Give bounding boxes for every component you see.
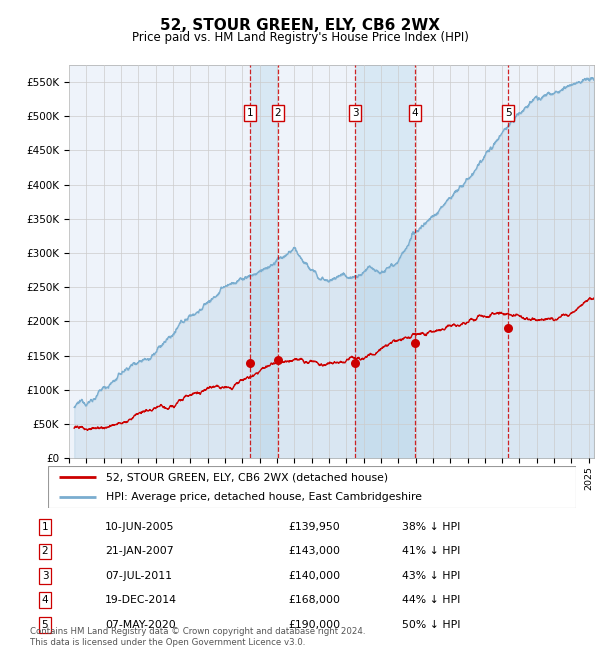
Text: £139,950: £139,950 (288, 522, 340, 532)
Text: 21-JAN-2007: 21-JAN-2007 (105, 547, 173, 556)
Text: £140,000: £140,000 (288, 571, 340, 581)
Text: 5: 5 (505, 108, 512, 118)
Text: 44% ↓ HPI: 44% ↓ HPI (402, 595, 460, 605)
Text: 07-MAY-2020: 07-MAY-2020 (105, 620, 176, 630)
Text: 3: 3 (41, 571, 49, 581)
Text: £168,000: £168,000 (288, 595, 340, 605)
Text: 1: 1 (41, 522, 49, 532)
Text: 41% ↓ HPI: 41% ↓ HPI (402, 547, 460, 556)
Text: £190,000: £190,000 (288, 620, 340, 630)
Text: Price paid vs. HM Land Registry's House Price Index (HPI): Price paid vs. HM Land Registry's House … (131, 31, 469, 44)
Text: 5: 5 (41, 620, 49, 630)
Text: 38% ↓ HPI: 38% ↓ HPI (402, 522, 460, 532)
Text: 2: 2 (41, 547, 49, 556)
Bar (250, 65, 278, 458)
Text: 52, STOUR GREEN, ELY, CB6 2WX (detached house): 52, STOUR GREEN, ELY, CB6 2WX (detached … (106, 473, 388, 482)
Text: 2: 2 (275, 108, 281, 118)
Text: 07-JUL-2011: 07-JUL-2011 (105, 571, 172, 581)
Text: 4: 4 (41, 595, 49, 605)
Text: Contains HM Land Registry data © Crown copyright and database right 2024.
This d: Contains HM Land Registry data © Crown c… (30, 627, 365, 647)
Text: 43% ↓ HPI: 43% ↓ HPI (402, 571, 460, 581)
Text: 19-DEC-2014: 19-DEC-2014 (105, 595, 177, 605)
Text: 50% ↓ HPI: 50% ↓ HPI (402, 620, 461, 630)
Text: 4: 4 (412, 108, 418, 118)
Bar (355, 65, 415, 458)
Text: 10-JUN-2005: 10-JUN-2005 (105, 522, 175, 532)
Text: 3: 3 (352, 108, 359, 118)
Text: 1: 1 (247, 108, 253, 118)
Text: £143,000: £143,000 (288, 547, 340, 556)
Text: 52, STOUR GREEN, ELY, CB6 2WX: 52, STOUR GREEN, ELY, CB6 2WX (160, 18, 440, 33)
Text: HPI: Average price, detached house, East Cambridgeshire: HPI: Average price, detached house, East… (106, 492, 422, 502)
FancyBboxPatch shape (48, 466, 576, 508)
